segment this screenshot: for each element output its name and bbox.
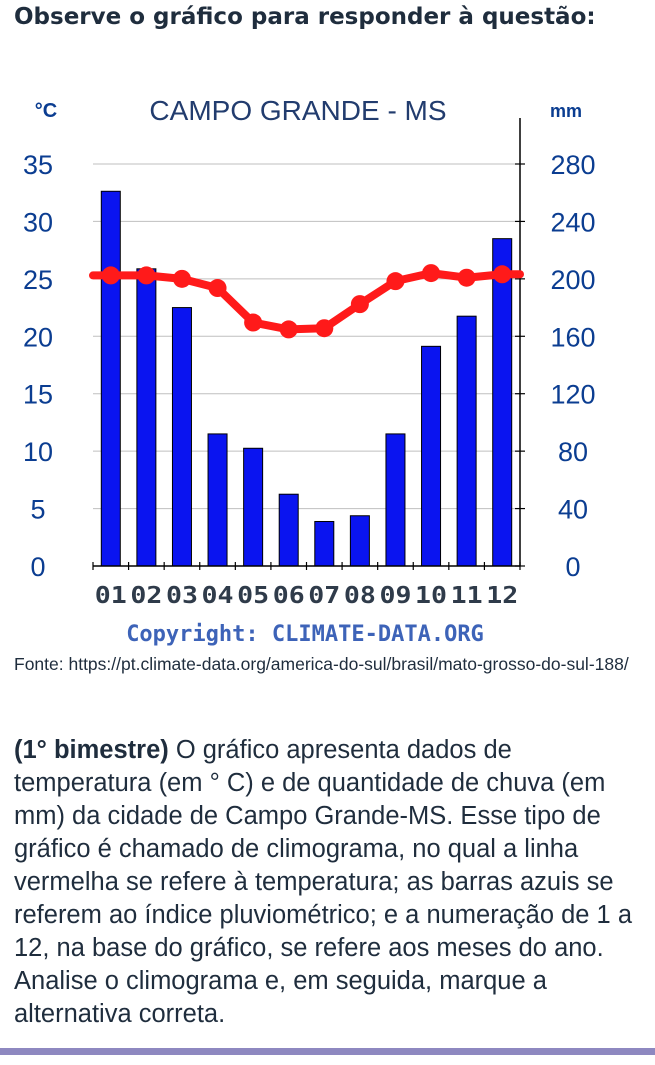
bottom-divider [0,1048,655,1055]
x-tick-label: 07 [308,583,340,609]
x-tick-label: 12 [486,583,518,609]
temperature-point [422,264,441,283]
grid-lines [93,163,520,510]
rainfall-bar [349,515,370,567]
temperature-point [493,265,512,284]
left-tick-label: 20 [23,322,53,352]
right-axis-unit: mm [550,101,582,121]
temperature-point [457,268,476,287]
rainfall-bar [278,493,299,567]
x-tick-label: 10 [415,583,447,609]
question-heading: Observe o gráfico para responder à quest… [14,4,596,30]
left-tick-label: 10 [23,437,53,467]
left-tick-label: 5 [30,495,45,525]
question-body: O gráfico apresenta dados de temperatura… [14,736,633,1028]
left-tick-label: 25 [23,265,53,295]
rainfall-bars [100,190,513,567]
temperature-point [208,279,227,298]
copyright-label: Copyright: CLIMATE-DATA.ORG [126,622,484,647]
source-citation: Fonte: https://pt.climate-data.org/ameri… [14,654,629,674]
x-tick-label: 06 [273,583,305,609]
right-tick-label: 160 [550,322,595,352]
chart-title: CAMPO GRANDE - MS [149,95,446,126]
temperature-point [279,320,298,339]
right-tick-label: 120 [550,380,595,410]
temperature-polyline [89,269,524,334]
rainfall-bar [136,268,157,567]
x-tick-label: 03 [166,583,198,609]
x-tick-label: 05 [237,583,269,609]
temperature-point [315,319,334,338]
temperature-point [350,295,369,314]
rainfall-bar [171,307,192,567]
left-tick-label: 30 [23,207,53,237]
x-tick-label: 09 [379,583,411,609]
x-tick-label: 04 [202,583,234,609]
temperature-point [386,272,405,291]
right-tick-label: 0 [565,552,580,582]
temperature-point [137,266,156,285]
rainfall-bar [207,433,228,567]
rainfall-bar [456,315,477,567]
rainfall-bar [385,433,406,567]
question-text: (1° bimestre) O gráfico apresenta dados … [14,734,646,1031]
x-tick-label: 01 [95,583,127,609]
rainfall-bar [492,238,513,567]
right-tick-label: 280 [550,150,595,180]
temperature-line [89,264,524,339]
rainfall-bar [243,447,264,567]
x-tick-label: 11 [451,583,483,609]
temperature-point [101,266,120,285]
right-tick-label: 40 [558,495,588,525]
left-axis-unit: °C [35,100,57,122]
x-tick-label: 08 [344,583,376,609]
rainfall-bar [100,190,121,567]
right-tick-label: 200 [550,265,595,295]
climogram-chart: °C CAMPO GRANDE - MS mm Copyright: CLIMA… [23,95,596,647]
x-tick-label: 02 [130,583,162,609]
right-tick-label: 240 [550,207,595,237]
chart-labels: °C CAMPO GRANDE - MS mm Copyright: CLIMA… [23,95,596,647]
left-tick-label: 35 [23,150,53,180]
right-tick-label: 80 [558,437,588,467]
bimester-label: (1° bimestre) [14,736,169,764]
left-tick-label: 15 [23,380,53,410]
rainfall-bar [421,345,442,567]
temperature-point [244,313,263,332]
rainfall-bar [314,520,335,567]
axes [92,118,525,570]
left-tick-label: 0 [30,552,45,582]
temperature-point [172,269,191,288]
